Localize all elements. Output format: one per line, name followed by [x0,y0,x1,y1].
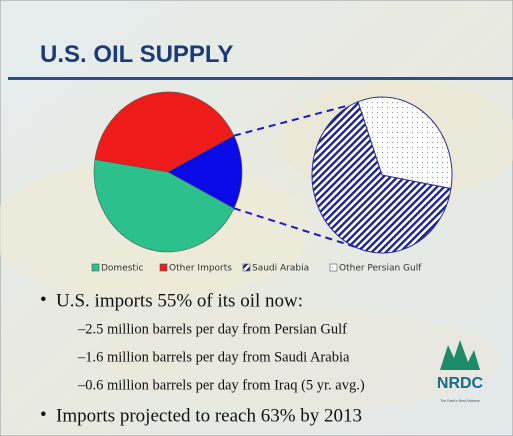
legend-swatch [242,263,251,272]
legend-label: Other Imports [169,264,232,274]
pie-slice [167,135,243,209]
connector [233,104,351,137]
pie-chart: Domestic Other Imports Saudi Arabia Other P… [91,91,453,274]
sub-bullet: –2.5 million barrels per day from Persia… [77,321,347,337]
slide-title: U.S. OIL SUPPLY [40,41,233,68]
logo: NRDC The Earth's Best Defense [437,340,484,403]
bullet-dot: • [40,289,47,310]
bullet: U.S. imports 55% of its oil now: [56,290,303,311]
logo-tagline: The Earth's Best Defense [440,399,480,403]
logo-text: NRDC [437,375,484,392]
legend-swatch [329,263,338,272]
pie-slice [357,96,453,190]
legend-label: Domestic [101,264,143,274]
bullet: Imports projected to reach 63% by 2013 [56,405,362,426]
legend-swatch [159,263,168,272]
sub-bullet: –1.6 million barrels per day from Saudi … [77,349,350,365]
title-rule [8,77,513,80]
pie-slice [311,101,452,254]
pie-slice [94,91,235,173]
sub-bullet: –0.6 million barrels per day from Iraq (… [77,377,365,393]
legend-swatch [91,263,100,272]
bullet-dot: • [40,404,47,425]
connector [233,207,363,250]
legend-label: Saudi Arabia [252,264,309,274]
pie-slice [93,159,235,253]
map-land [100,310,500,410]
legend-label: Other Persian Gulf [339,264,422,274]
logo-mark [440,340,480,370]
